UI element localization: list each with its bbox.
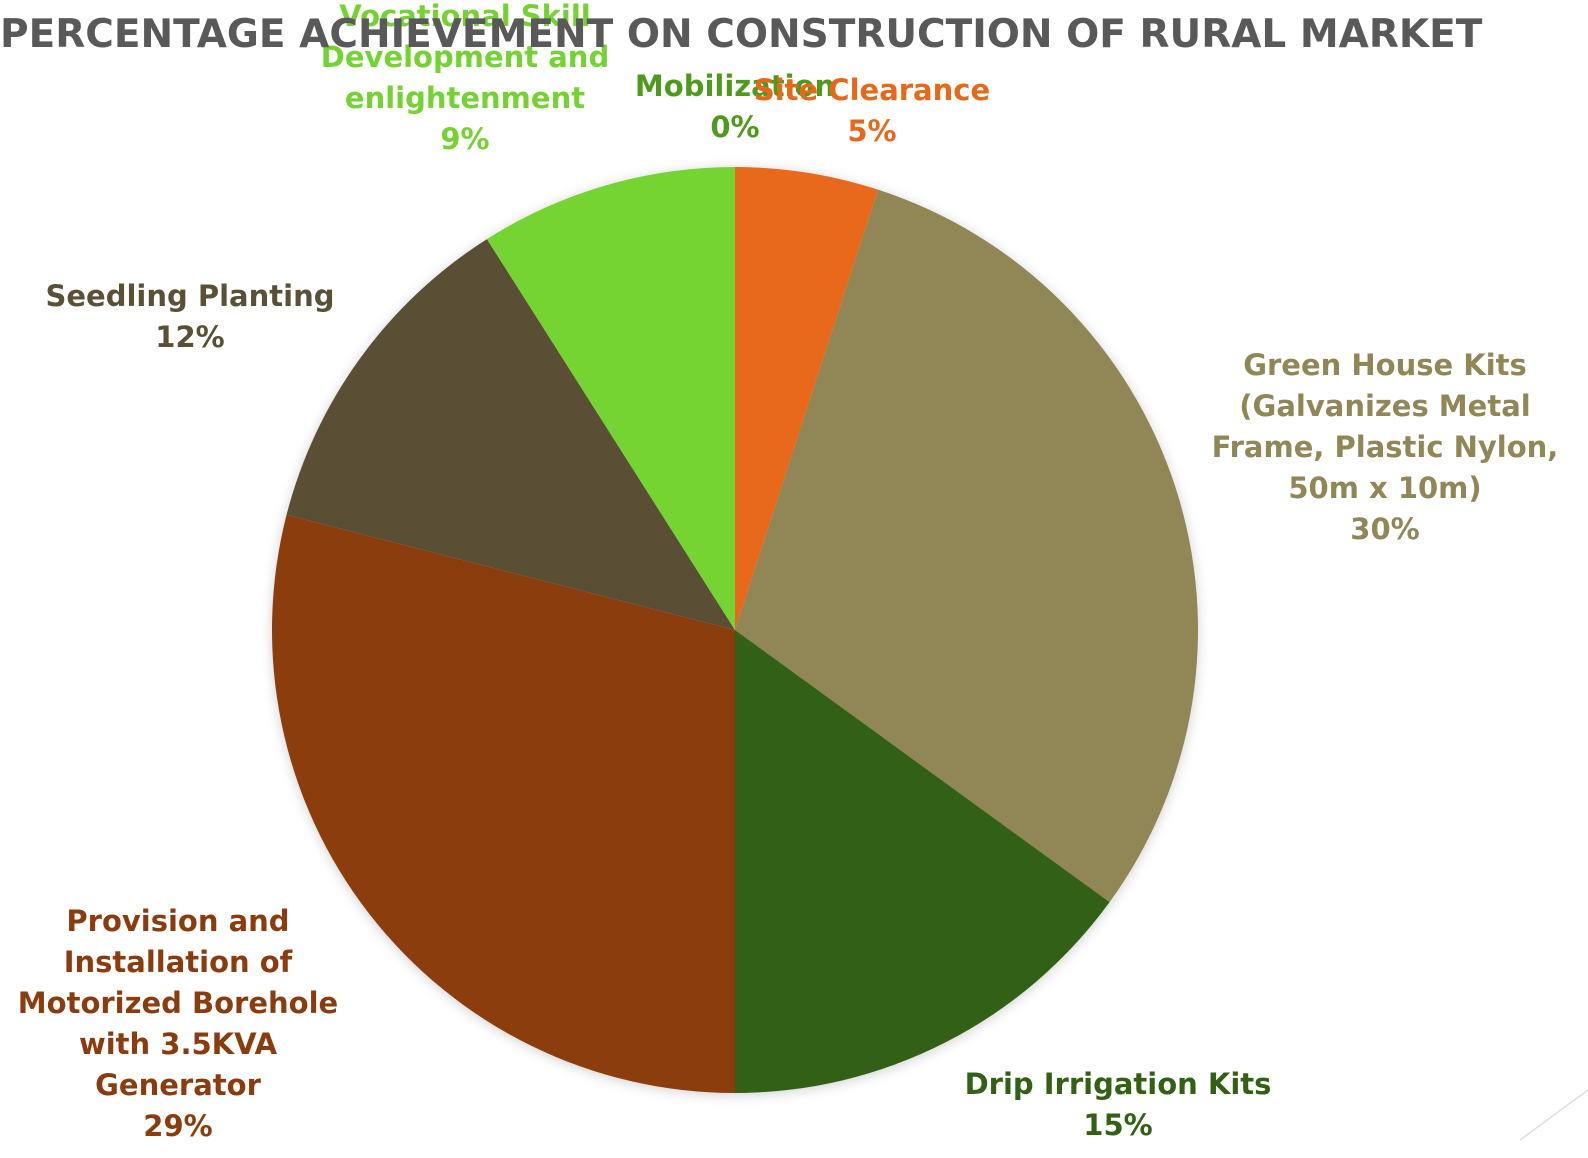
corner-decoration bbox=[1519, 1089, 1588, 1141]
slice-label: Mobilization 0% bbox=[605, 66, 865, 148]
slice bbox=[735, 630, 1110, 1093]
slice bbox=[286, 239, 735, 630]
value-label: 9% bbox=[440, 122, 490, 156]
category-label: Vocational Skill Development and enlight… bbox=[320, 0, 610, 115]
slice bbox=[735, 189, 1198, 903]
category-label: Provision and Installation of Motorized … bbox=[17, 904, 339, 1102]
slice-label: Provision and Installation of Motorized … bbox=[3, 901, 353, 1147]
category-label: Seedling Planting bbox=[45, 279, 335, 313]
category-label: Mobilization bbox=[634, 69, 836, 103]
slice-label: Vocational Skill Development and enlight… bbox=[315, 0, 615, 160]
slice bbox=[735, 167, 879, 630]
slice-label: Drip Irrigation Kits 15% bbox=[928, 1064, 1308, 1146]
value-label: 5% bbox=[847, 114, 897, 148]
slices bbox=[272, 167, 1198, 1093]
slice bbox=[486, 167, 735, 630]
value-label: 30% bbox=[1350, 512, 1420, 546]
value-label: 15% bbox=[1083, 1108, 1153, 1142]
category-label: Site Clearance bbox=[753, 73, 991, 107]
category-label: Drip Irrigation Kits bbox=[964, 1067, 1272, 1101]
value-label: 29% bbox=[143, 1109, 213, 1143]
chart-title: PERCENTAGE ACHIEVEMENT ON CONSTRUCTION O… bbox=[0, 12, 1483, 57]
value-label: 12% bbox=[155, 320, 225, 354]
slice-label: Seedling Planting 12% bbox=[30, 276, 350, 358]
value-label: 0% bbox=[710, 110, 760, 144]
slice-label: Green House Kits (Galvanizes Metal Frame… bbox=[1200, 345, 1570, 550]
category-label: Green House Kits (Galvanizes Metal Frame… bbox=[1211, 348, 1559, 505]
slice-label: Site Clearance 5% bbox=[742, 70, 1002, 152]
slice bbox=[272, 514, 735, 1093]
